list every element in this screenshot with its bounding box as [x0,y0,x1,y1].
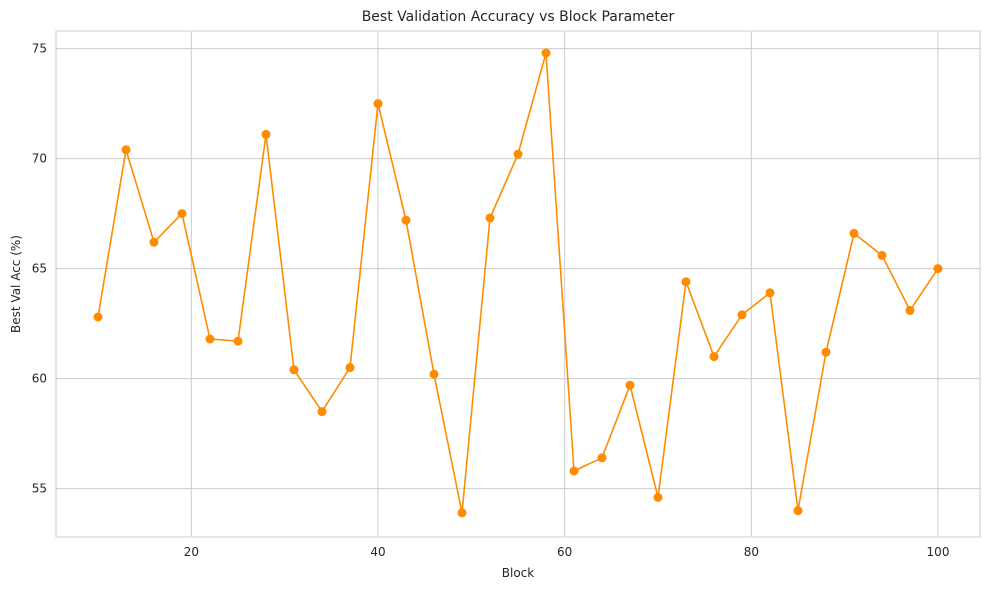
data-point [933,264,943,274]
y-axis-label: Best Val Acc (%) [9,235,23,333]
data-point [317,407,327,417]
data-point [625,380,635,390]
data-point [765,288,775,298]
y-tick-label: 75 [32,42,47,56]
data-point [681,277,691,287]
x-axis-label: Block [502,566,535,580]
x-tick-label: 80 [744,545,759,559]
data-point [93,312,103,322]
data-point [205,334,215,344]
y-ticks: 55 60 65 70 75 [32,42,47,496]
data-point [429,369,439,379]
y-tick-label: 70 [32,152,47,166]
x-tick-label: 100 [927,545,950,559]
data-point [457,508,467,518]
y-tick-label: 60 [32,372,47,386]
chart-title: Best Validation Accuracy vs Block Parame… [362,9,675,25]
data-point [737,310,747,320]
data-point [877,250,887,260]
data-point [653,492,663,502]
data-point [177,209,187,219]
data-point [849,228,859,238]
data-point [261,129,271,139]
data-point [149,237,159,247]
data-point [121,145,131,155]
data-point [289,365,299,375]
data-point [821,347,831,357]
data-point [513,149,523,159]
series-layer [93,48,943,518]
y-tick-label: 65 [32,262,47,276]
data-point [597,453,607,463]
data-point [345,363,355,373]
data-point [233,336,243,346]
data-point [905,305,915,315]
x-tick-label: 60 [557,545,572,559]
series-line [97,52,939,514]
x-tick-label: 20 [184,545,199,559]
plot-frame [55,30,981,538]
data-point [569,466,579,476]
y-tick-label: 55 [32,482,47,496]
x-ticks: 20 40 60 80 100 [184,545,950,559]
data-point [401,215,411,225]
data-point [793,506,803,516]
data-point [709,352,719,362]
data-point [485,213,495,223]
data-point [373,99,383,109]
data-point [541,48,551,58]
x-tick-label: 40 [370,545,385,559]
